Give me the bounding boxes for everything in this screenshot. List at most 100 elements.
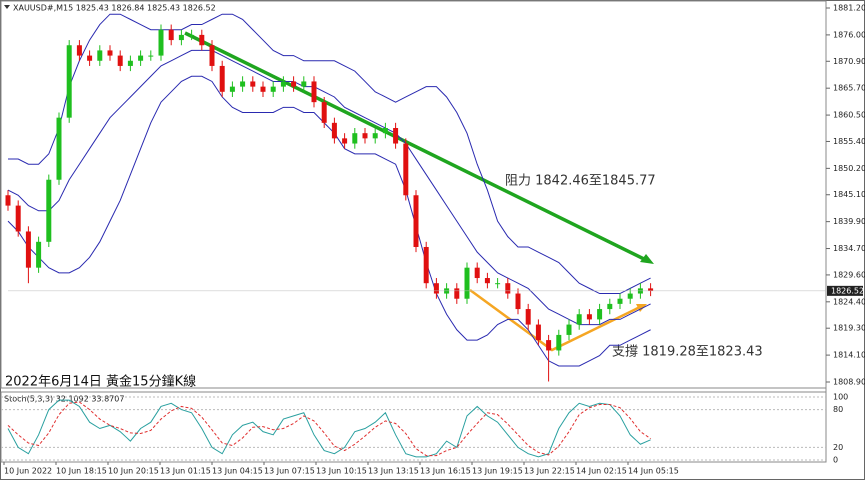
- candle-body: [209, 45, 215, 66]
- candle-body: [495, 283, 501, 285]
- candle-body: [46, 179, 52, 242]
- candle-body: [168, 29, 174, 41]
- candle-body: [56, 117, 62, 180]
- candle-body: [433, 283, 439, 294]
- candle-body: [597, 309, 603, 320]
- candle-body: [464, 267, 470, 299]
- candle-body: [66, 45, 72, 118]
- candle-body: [229, 86, 235, 92]
- candle-body: [372, 133, 378, 139]
- candle-body: [138, 55, 144, 61]
- y-tick-label: 1819.30: [833, 324, 865, 333]
- candle-body: [250, 81, 256, 87]
- candle-body: [301, 81, 307, 87]
- candle-body: [546, 340, 552, 351]
- candle-body: [342, 138, 348, 144]
- candle-body: [362, 133, 368, 139]
- x-tick-label: 13 Jun 10:15: [316, 467, 367, 476]
- y-tick-label: 1876.00: [833, 30, 865, 39]
- candle-body: [148, 55, 154, 57]
- x-tick-label: 10 Jun 20:15: [108, 467, 159, 476]
- stoch-tick-label: 80: [833, 405, 843, 414]
- y-tick-label: 1865.70: [833, 84, 865, 93]
- candle-body: [627, 293, 633, 299]
- candle-body: [280, 81, 286, 87]
- candle-body: [240, 81, 246, 87]
- stoch-tick-label: 20: [833, 443, 843, 452]
- candle-body: [535, 324, 541, 341]
- x-tick-label: 13 Jun 16:15: [420, 467, 471, 476]
- candle-body: [158, 29, 164, 56]
- candle-body: [178, 34, 184, 41]
- candle-body: [127, 60, 133, 66]
- candle-body: [474, 267, 480, 279]
- resistance-trendline: [184, 31, 647, 262]
- current-price-label: 1826.52: [831, 286, 864, 295]
- candle-body: [382, 128, 388, 134]
- x-tick-label: 13 Jun 04:15: [212, 467, 263, 476]
- candle-body: [576, 314, 582, 325]
- candle-body: [586, 314, 592, 320]
- x-tick-label: 13 Jun 19:15: [472, 467, 523, 476]
- candle-body: [556, 334, 562, 351]
- candle-body: [484, 278, 490, 284]
- stoch-label: Stoch(5,3,3) 32.1092 33.8707: [4, 395, 124, 404]
- caption: 2022年6月14日 黃金15分鐘K線: [5, 374, 196, 390]
- candle-body: [219, 65, 225, 92]
- candle-body: [352, 133, 358, 144]
- candle-body: [566, 324, 572, 335]
- candle-body: [393, 128, 399, 144]
- stoch-signal: [7, 401, 651, 457]
- y-tick-label: 1829.60: [833, 270, 865, 279]
- y-tick-label: 1855.40: [833, 137, 865, 146]
- candle-body: [5, 195, 11, 206]
- candle-body: [36, 241, 42, 268]
- candle-body: [76, 45, 82, 56]
- y-tick-label: 1814.10: [833, 351, 865, 360]
- candle-body: [331, 122, 337, 139]
- candle-body: [454, 288, 460, 299]
- x-tick-label: 14 Jun 05:15: [628, 467, 679, 476]
- resistance-note: 阻力 1842.46至1845.77: [505, 174, 656, 189]
- x-tick-label: 13 Jun 13:15: [368, 467, 419, 476]
- x-tick-label: 13 Jun 01:15: [160, 467, 211, 476]
- candle-body: [117, 55, 123, 66]
- y-tick-label: 1834.70: [833, 244, 865, 253]
- candle-body: [107, 50, 113, 56]
- band-upper: [8, 13, 651, 295]
- candle-body: [648, 288, 654, 291]
- x-tick-label: 13 Jun 22:15: [524, 467, 575, 476]
- symbol-header: XAUUSD#,M15 1825.43 1826.84 1825.43 1826…: [13, 4, 216, 13]
- y-tick-label: 1845.10: [833, 190, 865, 199]
- candle-body: [97, 50, 103, 61]
- y-tick-label: 1850.20: [833, 164, 865, 173]
- y-tick-label: 1839.90: [833, 217, 865, 226]
- x-tick-label: 10 Jun 18:15: [56, 467, 107, 476]
- candle-body: [505, 283, 511, 294]
- candle-body: [25, 231, 31, 268]
- resistance-arrow: [640, 254, 654, 264]
- candle-body: [260, 86, 266, 92]
- candle-body: [270, 86, 276, 92]
- y-tick-label: 1860.50: [833, 111, 865, 120]
- candle-body: [525, 309, 531, 325]
- y-tick-label: 1808.90: [833, 378, 865, 387]
- candle-body: [15, 205, 21, 232]
- candle-body: [423, 246, 429, 284]
- stoch-tick-label: 100: [833, 393, 848, 402]
- candle-body: [199, 34, 205, 46]
- candle-body: [87, 55, 93, 61]
- x-tick-label: 10 Jun 2022: [4, 467, 52, 476]
- candle-body: [403, 143, 409, 196]
- band-middle: [7, 49, 651, 326]
- candle-body: [311, 81, 317, 103]
- stoch-tick-label: 0: [833, 456, 838, 465]
- y-tick-label: 1870.90: [833, 57, 865, 66]
- candle-body: [515, 293, 521, 310]
- candle-body: [607, 303, 613, 310]
- candle-body: [189, 34, 195, 36]
- current-price-box: [827, 285, 863, 296]
- menu-arrow: [4, 5, 10, 9]
